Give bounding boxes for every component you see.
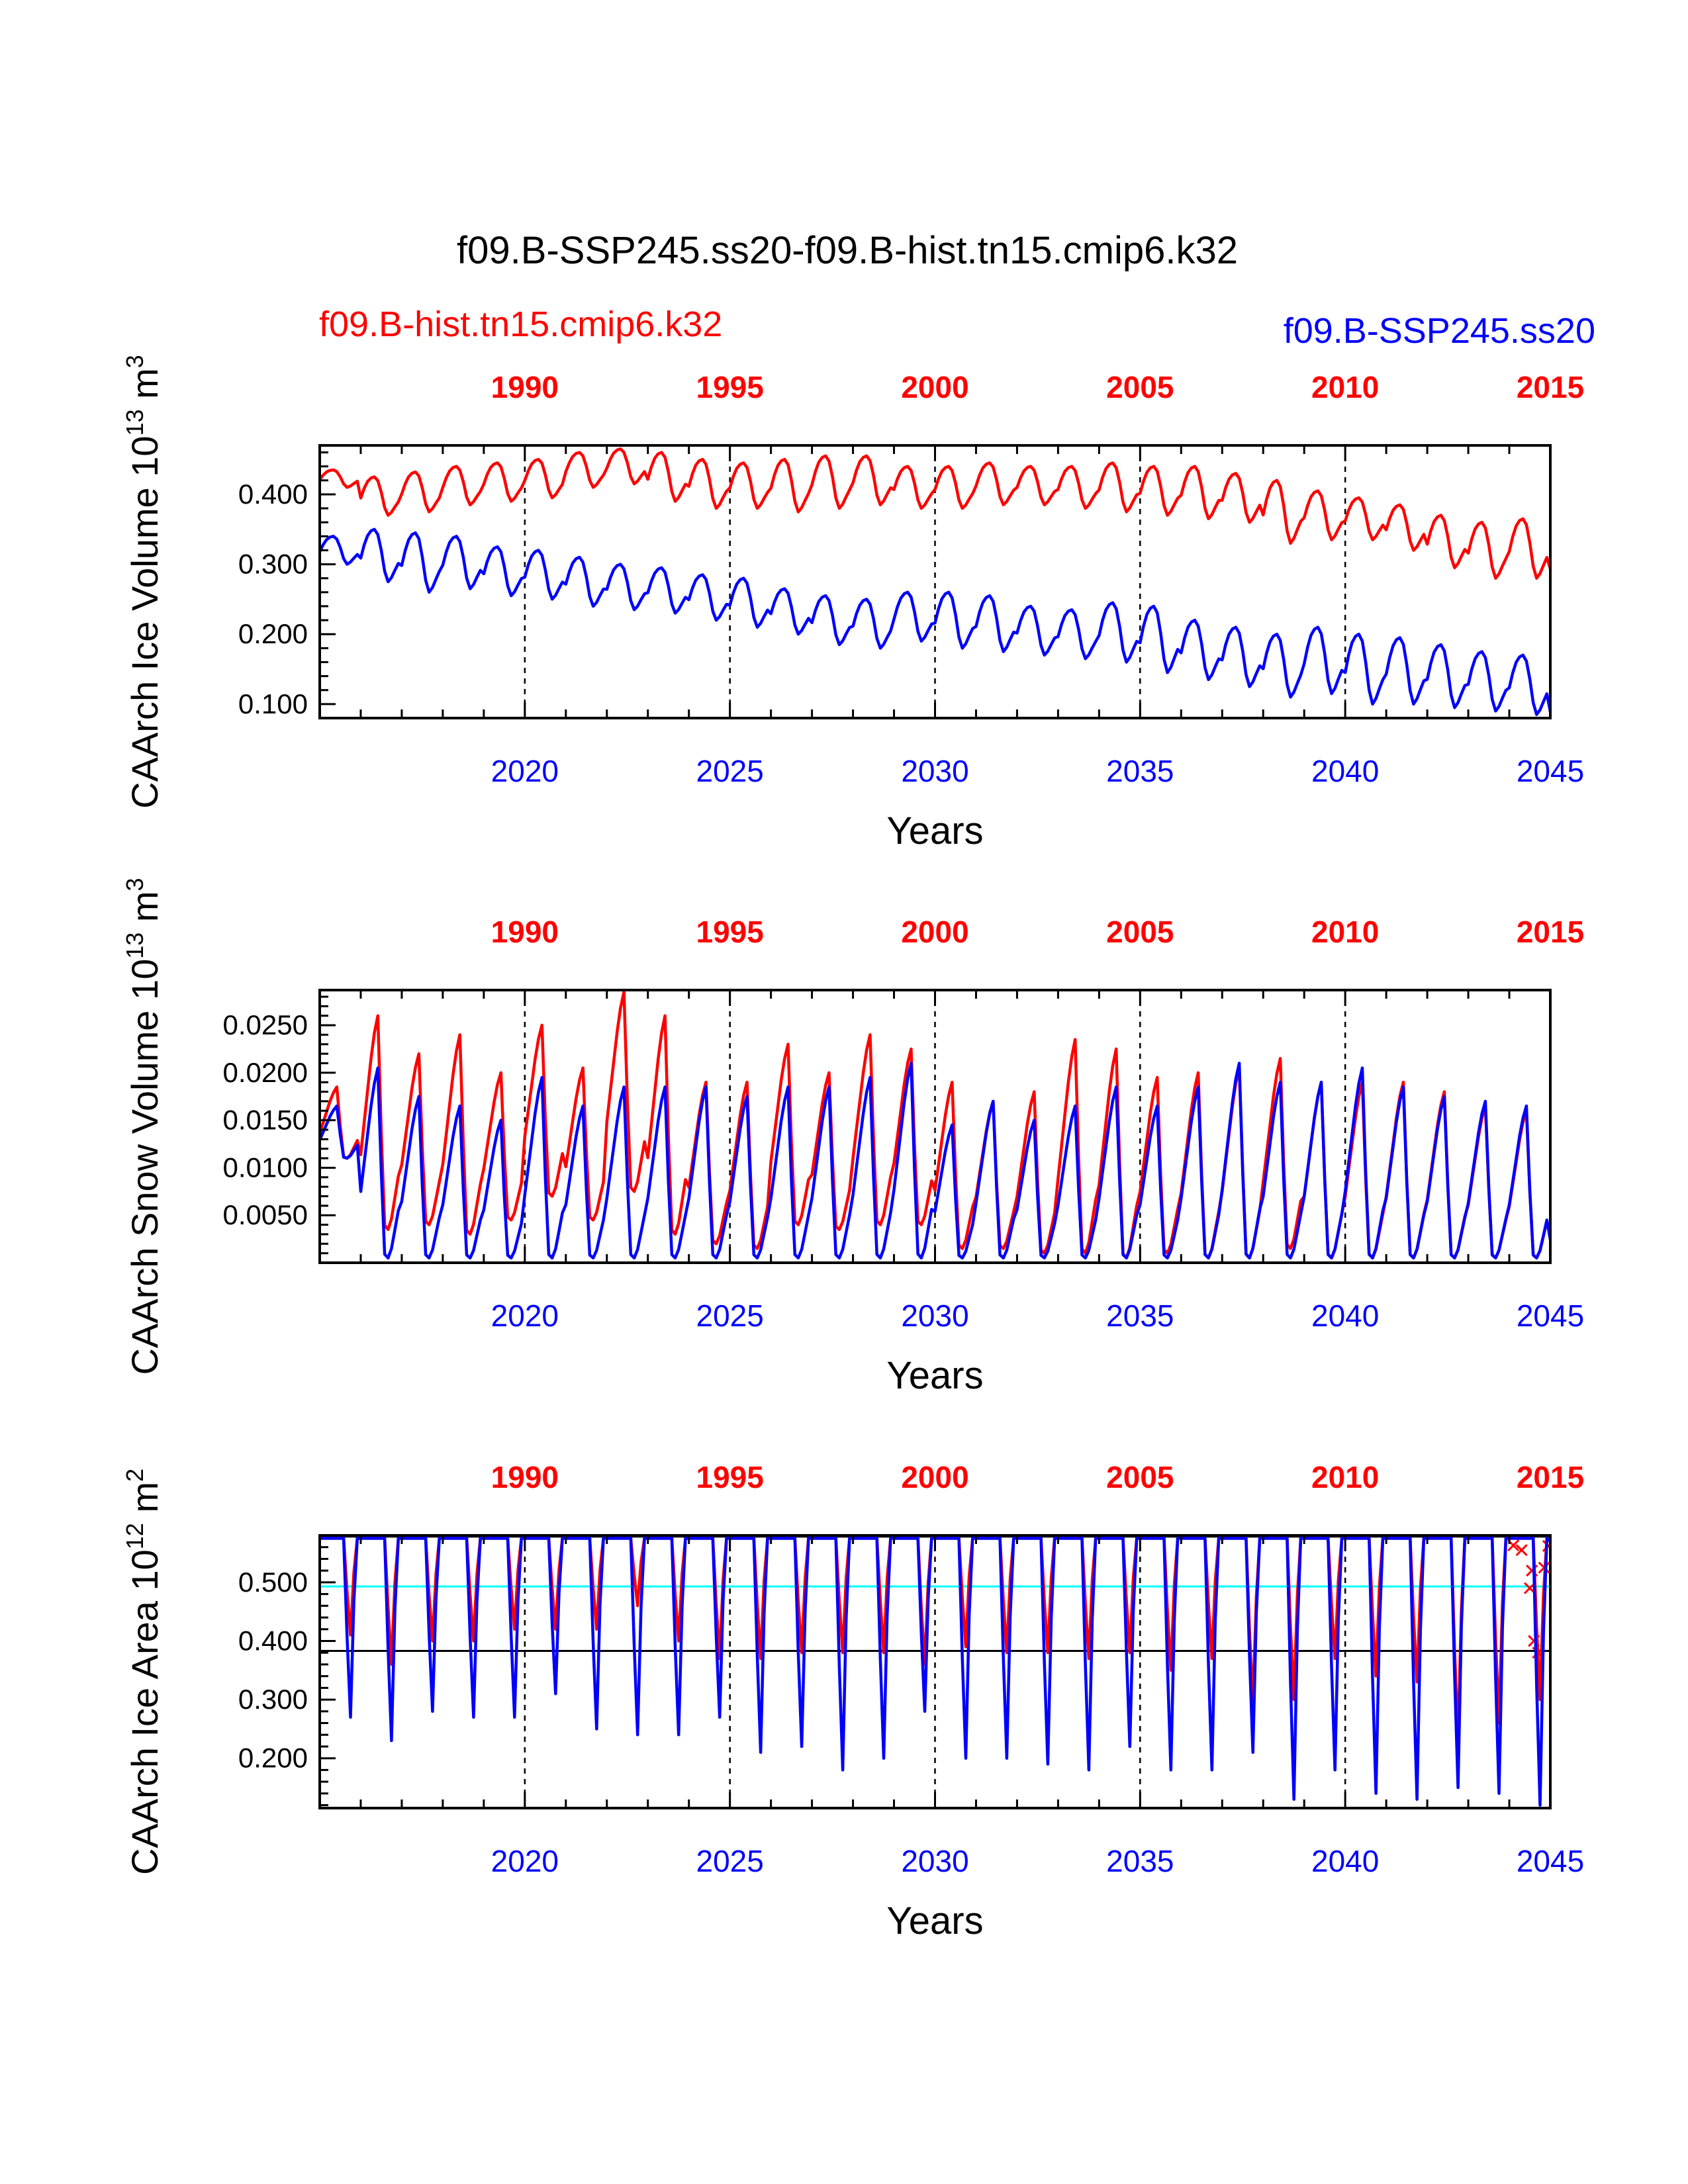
x-tick-label-top: 2005 — [1106, 1460, 1174, 1494]
panel-1: 0.100 0.200 0.300 0.400 2020 2025 2030 2035 2040… — [121, 355, 1584, 852]
x-tick-label-bottom: 2020 — [491, 1844, 559, 1878]
x-tick-label-bottom: 2025 — [696, 1844, 763, 1878]
y-tick-label: 0.200 — [238, 618, 308, 649]
y-tick-label: 0.400 — [238, 1625, 308, 1656]
series-line-hist — [320, 447, 1550, 580]
series-group — [320, 1537, 1550, 1807]
y-axis-label: CAArch Snow Volume 1013 m3 — [121, 878, 165, 1375]
x-tick-label-top: 2015 — [1517, 370, 1584, 404]
x-tick-label-top: 1995 — [696, 370, 763, 404]
y-axis-label: CAArch Ice Volume 1013 m3 — [121, 355, 165, 809]
y-axis-label: CAArch Ice Area 1012 m2 — [121, 1469, 165, 1875]
x-tick-label-bottom: 2020 — [491, 754, 559, 788]
x-tick-label-top: 2015 — [1517, 915, 1584, 949]
y-tick-label: 0.0150 — [223, 1105, 308, 1136]
x-tick-label-top: 1995 — [696, 1460, 763, 1494]
y-tick-label: 0.500 — [238, 1567, 308, 1598]
x-tick-label-bottom: 2040 — [1311, 754, 1379, 788]
x-tick-label-top: 1990 — [491, 370, 559, 404]
x-tick-label-top: 2005 — [1106, 370, 1174, 404]
x-tick-label-top: 1990 — [491, 915, 559, 949]
x-tick-label-bottom: 2035 — [1106, 1298, 1174, 1333]
y-tick-label: 0.300 — [238, 1684, 308, 1715]
x-tick-label-bottom: 2040 — [1311, 1298, 1379, 1333]
series-line-ssp245 — [320, 527, 1550, 716]
x-tick-label-top: 2005 — [1106, 915, 1174, 949]
x-tick-label-bottom: 2025 — [696, 1298, 763, 1333]
x-tick-label-top: 2010 — [1311, 1460, 1379, 1494]
x-tick-label-bottom: 2045 — [1517, 1298, 1584, 1333]
y-tick-label: 0.200 — [238, 1743, 308, 1774]
x-tick-label-top: 2000 — [901, 915, 968, 949]
y-tick-label: 0.300 — [238, 549, 308, 580]
x-tick-label-top: 2010 — [1311, 370, 1379, 404]
series-group — [320, 990, 1550, 1260]
y-tick-label: 0.0200 — [223, 1057, 308, 1088]
x-tick-label-bottom: 2035 — [1106, 754, 1174, 788]
series-group — [320, 447, 1550, 716]
series-line-ssp245 — [320, 1062, 1550, 1260]
x-tick-label-bottom: 2030 — [901, 1844, 968, 1878]
series-marker — [1542, 1539, 1550, 1553]
legend-label-hist: f09.B-hist.tn15.cmip6.k32 — [319, 304, 722, 344]
x-axis-label: Years — [886, 1354, 983, 1397]
x-tick-label-bottom: 2040 — [1311, 1844, 1379, 1878]
x-tick-label-bottom: 2030 — [901, 754, 968, 788]
x-axis-label: Years — [886, 809, 983, 852]
y-tick-label: 0.0250 — [223, 1009, 308, 1040]
x-tick-label-bottom: 2030 — [901, 1298, 968, 1333]
x-tick-label-bottom: 2035 — [1106, 1844, 1174, 1878]
x-tick-label-top: 2000 — [901, 1460, 968, 1494]
x-tick-label-bottom: 2045 — [1517, 1844, 1584, 1878]
y-tick-label: 0.0050 — [223, 1199, 308, 1230]
x-tick-label-bottom: 2020 — [491, 1298, 559, 1333]
plot-frame — [318, 1534, 1552, 1809]
x-tick-label-top: 2000 — [901, 370, 968, 404]
y-tick-label: 0.100 — [238, 688, 308, 719]
y-tick-label: 0.0100 — [223, 1152, 308, 1183]
panel-3: 0.200 0.300 0.400 0.500 2020 2025 2030 2035 2040… — [121, 1460, 1584, 1942]
panel-2: 0.0050 0.0100 0.0150 0.0200 0.0250 2020 2025 20… — [121, 878, 1584, 1397]
y-tick-label: 0.400 — [238, 478, 308, 510]
x-tick-label-top: 2015 — [1517, 1460, 1584, 1494]
x-axis-label: Years — [886, 1899, 983, 1942]
series-marker — [1538, 1561, 1550, 1574]
x-tick-label-bottom: 2025 — [696, 754, 763, 788]
x-tick-label-top: 1990 — [491, 1460, 559, 1494]
legend-label-ssp245: f09.B-SSP245.ss20 — [1284, 311, 1595, 351]
x-tick-label-bottom: 2045 — [1517, 754, 1584, 788]
x-tick-label-top: 2010 — [1311, 915, 1379, 949]
series-marker — [1515, 1544, 1528, 1557]
series-marker — [1528, 1635, 1540, 1647]
x-tick-label-top: 1995 — [696, 915, 763, 949]
figure-title: f09.B-SSP245.ss20-f09.B-hist.tn15.cmip6.… — [457, 229, 1238, 272]
